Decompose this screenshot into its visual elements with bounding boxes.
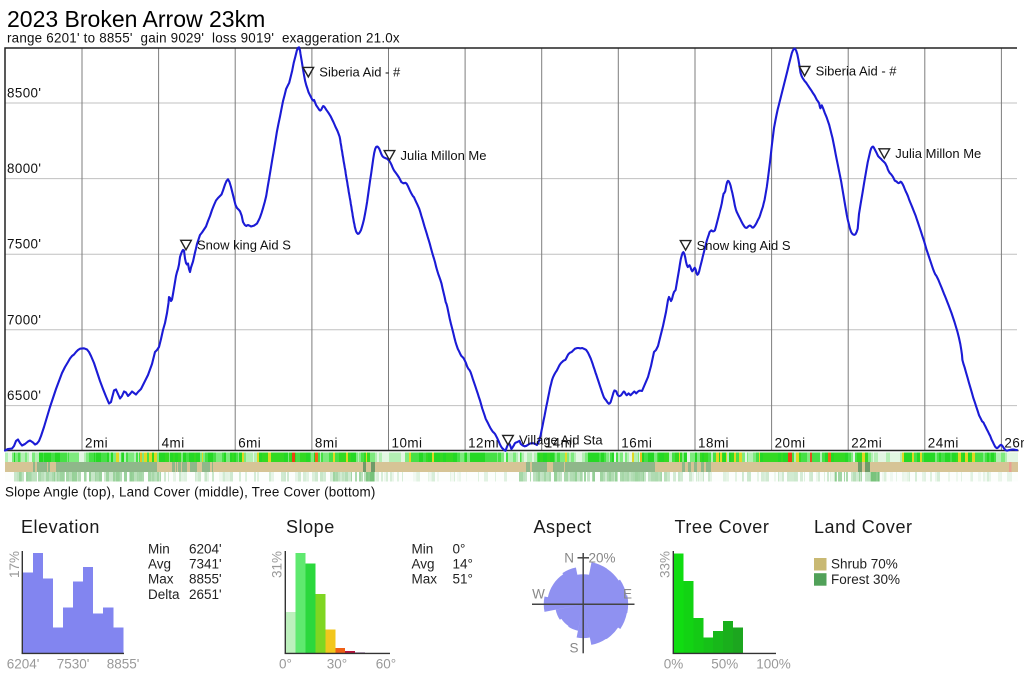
svg-text:50%: 50% — [711, 657, 738, 672]
svg-text:Siberia Aid - #: Siberia Aid - # — [816, 64, 898, 79]
svg-text:4mi: 4mi — [162, 436, 185, 451]
svg-text:7500': 7500' — [7, 237, 41, 252]
svg-text:Slope Angle (top), Land Cover: Slope Angle (top), Land Cover (middle), … — [5, 485, 376, 500]
svg-text:2651': 2651' — [189, 587, 222, 602]
svg-text:51°: 51° — [453, 572, 473, 587]
svg-text:Aspect: Aspect — [534, 517, 592, 537]
svg-text:Tree Cover: Tree Cover — [675, 517, 770, 537]
svg-text:Village Aid Sta: Village Aid Sta — [519, 433, 603, 448]
svg-text:8mi: 8mi — [315, 436, 338, 451]
svg-text:6500': 6500' — [7, 388, 41, 403]
svg-text:0°: 0° — [279, 657, 292, 672]
svg-text:12mi: 12mi — [468, 436, 499, 451]
svg-text:Avg: Avg — [148, 557, 171, 572]
svg-text:W: W — [532, 587, 545, 602]
svg-text:Shrub 70%: Shrub 70% — [831, 557, 898, 572]
svg-text:14mi: 14mi — [545, 436, 576, 451]
svg-text:8000': 8000' — [7, 161, 41, 176]
svg-text:18mi: 18mi — [698, 436, 729, 451]
svg-text:31%: 31% — [270, 551, 285, 578]
svg-text:S: S — [569, 641, 578, 656]
svg-text:E: E — [623, 587, 632, 602]
svg-text:Max: Max — [412, 572, 438, 587]
svg-text:Snow king Aid S: Snow king Aid S — [697, 238, 791, 253]
svg-text:8500': 8500' — [7, 86, 41, 101]
svg-text:8855': 8855' — [107, 657, 140, 672]
svg-text:range 6201' to 8855' gain 902: range 6201' to 8855' gain 9029' loss 901… — [7, 31, 400, 46]
svg-text:33%: 33% — [658, 551, 673, 578]
svg-text:22mi: 22mi — [851, 436, 882, 451]
svg-text:Elevation: Elevation — [21, 517, 100, 537]
svg-text:Julia Millon Me: Julia Millon Me — [895, 146, 981, 161]
svg-text:2023 Broken Arrow 23km: 2023 Broken Arrow 23km — [7, 6, 265, 32]
svg-text:100%: 100% — [756, 657, 791, 672]
svg-text:14°: 14° — [453, 557, 473, 572]
svg-text:10mi: 10mi — [392, 436, 423, 451]
svg-text:0°: 0° — [453, 542, 466, 557]
svg-text:Land Cover: Land Cover — [814, 517, 913, 537]
svg-text:7000': 7000' — [7, 312, 41, 327]
svg-text:2mi: 2mi — [85, 436, 108, 451]
svg-text:Slope: Slope — [286, 517, 335, 537]
svg-text:30°: 30° — [327, 657, 347, 672]
svg-text:20%: 20% — [589, 551, 616, 566]
svg-text:0%: 0% — [664, 657, 684, 672]
svg-text:Max: Max — [148, 572, 174, 587]
svg-text:8855': 8855' — [189, 572, 222, 587]
svg-text:20mi: 20mi — [775, 436, 806, 451]
svg-text:Min: Min — [148, 542, 170, 557]
svg-text:6mi: 6mi — [238, 436, 261, 451]
svg-text:7530': 7530' — [57, 657, 90, 672]
svg-text:Delta: Delta — [148, 587, 180, 602]
svg-text:Forest 30%: Forest 30% — [831, 572, 900, 587]
svg-text:N: N — [564, 551, 574, 566]
svg-text:6204': 6204' — [189, 542, 222, 557]
svg-text:7341': 7341' — [189, 557, 222, 572]
svg-text:17%: 17% — [7, 551, 22, 578]
svg-text:Julia Millon Me: Julia Millon Me — [401, 148, 487, 163]
svg-text:24mi: 24mi — [928, 436, 959, 451]
svg-text:Siberia Aid - #: Siberia Aid - # — [319, 65, 401, 80]
svg-text:6204': 6204' — [7, 657, 40, 672]
svg-text:Min: Min — [412, 542, 434, 557]
svg-text:16mi: 16mi — [621, 436, 652, 451]
svg-text:60°: 60° — [376, 657, 396, 672]
svg-text:Snow king Aid S: Snow king Aid S — [197, 238, 291, 253]
svg-text:Avg: Avg — [412, 557, 435, 572]
svg-text:26mi: 26mi — [1004, 436, 1024, 451]
